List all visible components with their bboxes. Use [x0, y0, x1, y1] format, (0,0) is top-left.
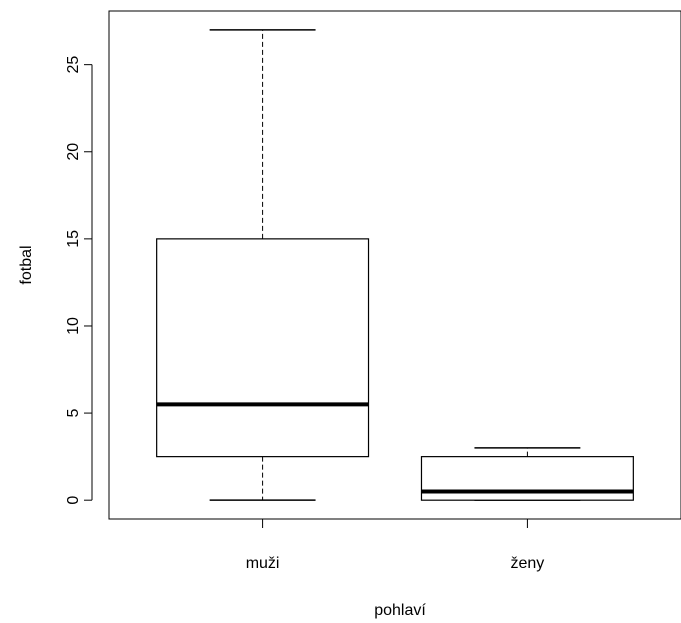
y-tick-label: 10: [65, 317, 82, 335]
x-tick-label: muži: [246, 555, 280, 572]
x-axis-title: pohlaví: [374, 602, 426, 619]
x-tick-label: ženy: [511, 555, 545, 572]
y-tick-label: 5: [65, 409, 82, 418]
y-tick-label: 15: [65, 230, 82, 248]
box-muži: [156, 29, 370, 501]
y-axis: 0 5 10 15 20 25: [65, 56, 93, 505]
y-tick-label: 0: [65, 496, 82, 505]
y-tick-label: 20: [65, 143, 82, 161]
iqr-box: [156, 238, 370, 458]
y-axis-title: fotbal: [18, 245, 35, 284]
y-tick-label: 25: [65, 56, 82, 74]
box-ženy: [420, 447, 634, 501]
x-axis: muži ženy: [246, 518, 545, 572]
iqr-box: [420, 456, 634, 501]
boxes: [156, 29, 634, 501]
